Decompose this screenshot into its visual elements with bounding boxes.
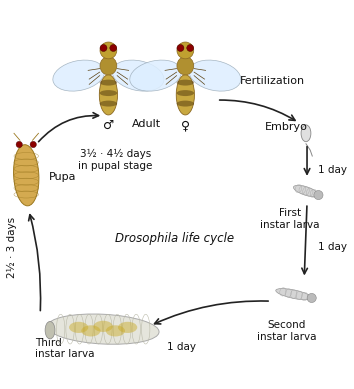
Ellipse shape [100, 80, 117, 86]
Text: Adult: Adult [132, 119, 161, 129]
Text: ♂: ♂ [103, 119, 114, 132]
Ellipse shape [100, 90, 117, 96]
Ellipse shape [177, 90, 194, 96]
Circle shape [307, 293, 316, 303]
Ellipse shape [47, 314, 159, 344]
Text: First
instar larva: First instar larva [261, 209, 320, 230]
Ellipse shape [93, 321, 113, 332]
Ellipse shape [293, 185, 319, 197]
Ellipse shape [69, 322, 88, 333]
Circle shape [100, 44, 107, 51]
Ellipse shape [177, 80, 194, 86]
Ellipse shape [177, 101, 194, 107]
Text: Embryo: Embryo [265, 121, 308, 131]
Circle shape [30, 141, 36, 148]
Circle shape [187, 44, 194, 51]
Ellipse shape [301, 125, 311, 142]
Circle shape [177, 42, 194, 59]
Ellipse shape [130, 60, 182, 91]
Circle shape [177, 44, 184, 51]
Circle shape [100, 42, 117, 59]
Ellipse shape [81, 325, 101, 336]
Ellipse shape [100, 57, 117, 75]
Ellipse shape [112, 60, 164, 91]
Ellipse shape [53, 60, 104, 91]
Circle shape [16, 141, 22, 148]
Ellipse shape [276, 289, 312, 300]
Circle shape [314, 191, 323, 200]
Text: 1 day: 1 day [318, 165, 347, 175]
Ellipse shape [118, 322, 137, 333]
Ellipse shape [99, 75, 118, 115]
Text: 3½ · 4½ days
in pupal stage: 3½ · 4½ days in pupal stage [78, 149, 153, 171]
Text: Third
instar larva: Third instar larva [35, 338, 95, 359]
Ellipse shape [45, 321, 55, 339]
Ellipse shape [13, 145, 39, 206]
Text: Drosophila life cycle: Drosophila life cycle [115, 232, 234, 245]
Ellipse shape [177, 57, 194, 75]
Text: Fertilization: Fertilization [240, 76, 305, 86]
Ellipse shape [189, 60, 241, 91]
Ellipse shape [100, 101, 117, 107]
Ellipse shape [176, 75, 194, 115]
Text: Second
instar larva: Second instar larva [257, 321, 316, 342]
Text: Pupa: Pupa [49, 172, 76, 182]
Text: 1 day: 1 day [167, 342, 196, 352]
Text: ♀: ♀ [181, 119, 190, 132]
Circle shape [110, 44, 117, 51]
Text: 2½ · 3 days: 2½ · 3 days [7, 216, 17, 277]
Text: 1 day: 1 day [318, 242, 347, 252]
Ellipse shape [106, 325, 125, 336]
